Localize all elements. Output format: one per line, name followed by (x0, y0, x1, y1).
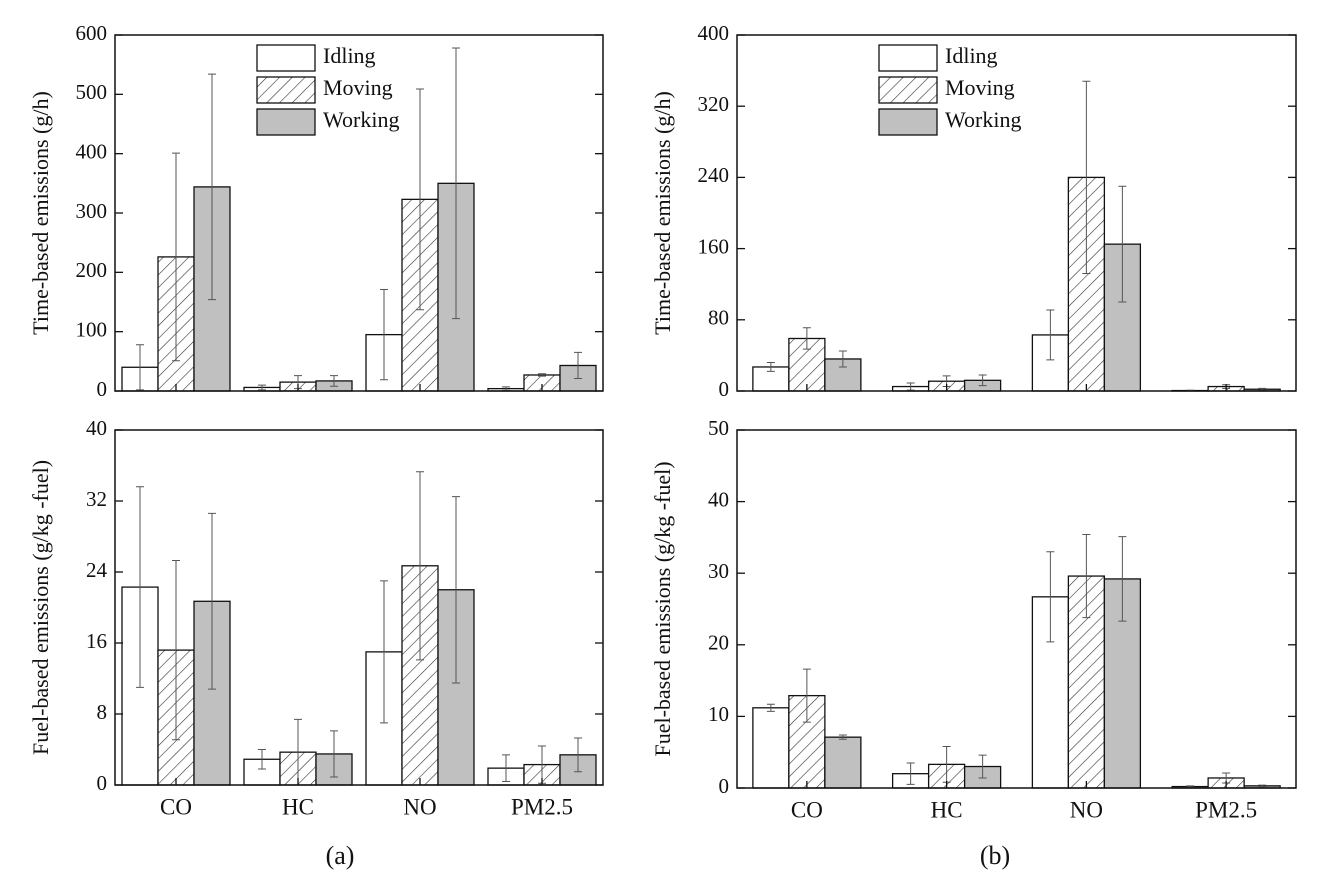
legend-swatch (878, 108, 938, 136)
y-tick-label: 300 (76, 199, 108, 223)
plot-frame (736, 34, 1297, 392)
error-bar (380, 289, 388, 381)
error-bar (802, 668, 811, 723)
x-tick-label: NO (403, 794, 436, 819)
y-tick-label: 240 (698, 163, 730, 187)
error-bar (416, 471, 424, 661)
plot-frame (736, 429, 1297, 789)
bar (752, 707, 790, 789)
legend-label: Idling (323, 43, 376, 68)
error-bar (452, 496, 460, 684)
y-tick-label: 40 (86, 416, 107, 440)
error-bar (1082, 534, 1091, 619)
y-axis-label: Fuel-based emissions (g/kg -fuel) (28, 460, 53, 755)
panel-label: (a) (326, 841, 355, 870)
legend-label: Working (945, 107, 1021, 132)
bar (824, 736, 862, 789)
error-bar (1118, 185, 1127, 303)
error-bar (330, 730, 338, 778)
error-bar (416, 88, 424, 311)
x-tick-label: CO (791, 797, 823, 822)
legend-label: Moving (945, 75, 1015, 100)
legend-swatch (256, 44, 316, 72)
error-bar (502, 754, 510, 782)
y-tick-label: 0 (97, 377, 108, 401)
legend-label: Working (323, 107, 399, 132)
y-tick-label: 16 (86, 629, 107, 653)
y-tick-label: 20 (708, 631, 729, 655)
y-tick-label: 160 (698, 234, 730, 258)
error-bar (1118, 536, 1127, 622)
y-tick-label: 320 (698, 92, 730, 116)
y-tick-label: 0 (97, 771, 108, 795)
error-bar (574, 351, 582, 380)
legend-swatch (256, 76, 316, 104)
error-bar (330, 375, 338, 387)
error-bar (172, 152, 180, 362)
plot-frame (114, 34, 604, 392)
x-tick-label: HC (931, 797, 963, 822)
error-bar (136, 344, 144, 391)
error-bar (574, 737, 582, 773)
error-bar (838, 734, 847, 740)
x-tick-label: HC (282, 794, 314, 819)
error-bar (452, 47, 460, 320)
error-bar (766, 703, 775, 712)
error-bar (906, 762, 915, 785)
plot-frame (114, 429, 604, 786)
legend-label: Idling (945, 43, 998, 68)
legend-swatch (878, 44, 938, 72)
error-bar (978, 754, 987, 779)
y-tick-label: 30 (708, 559, 729, 583)
error-bar (1082, 80, 1091, 275)
error-bar (172, 559, 180, 741)
y-tick-label: 200 (76, 258, 108, 282)
error-bar (208, 73, 216, 301)
y-tick-label: 400 (76, 139, 108, 163)
y-tick-label: 100 (76, 317, 108, 341)
legend-label: Moving (323, 75, 393, 100)
error-bar (136, 486, 144, 688)
error-bar (802, 327, 811, 350)
y-tick-label: 8 (97, 700, 108, 724)
y-tick-label: 32 (86, 487, 107, 511)
y-tick-label: 24 (86, 558, 108, 582)
error-bar (258, 749, 266, 770)
y-tick-label: 500 (76, 80, 108, 104)
error-bar (906, 382, 915, 391)
y-tick-label: 0 (719, 377, 730, 401)
error-bar (1046, 551, 1055, 643)
legend-swatch (256, 108, 316, 136)
error-bar (1258, 387, 1267, 391)
x-tick-label: CO (160, 794, 192, 819)
y-axis-label: Time-based emissions (g/h) (28, 91, 53, 335)
error-bar (258, 384, 266, 391)
x-tick-label: PM2.5 (1195, 797, 1257, 822)
y-tick-label: 10 (708, 702, 729, 726)
error-bar (380, 580, 388, 724)
y-axis-label: Time-based emissions (g/h) (650, 91, 675, 335)
y-tick-label: 50 (708, 416, 729, 440)
y-axis-label: Fuel-based emissions (g/kg -fuel) (650, 461, 675, 756)
error-bar (208, 512, 216, 690)
legend-swatch (878, 76, 938, 104)
panel-label: (b) (980, 841, 1010, 870)
y-tick-label: 0 (719, 774, 730, 798)
y-tick-label: 400 (698, 21, 730, 45)
error-bar (1258, 784, 1267, 788)
error-bar (538, 373, 546, 377)
y-tick-label: 600 (76, 21, 108, 45)
error-bar (1046, 309, 1055, 361)
error-bar (978, 374, 987, 387)
error-bar (838, 350, 847, 368)
error-bar (766, 362, 775, 372)
x-tick-label: NO (1070, 797, 1103, 822)
y-tick-label: 40 (708, 487, 729, 511)
x-tick-label: PM2.5 (511, 794, 573, 819)
y-tick-label: 80 (708, 306, 729, 330)
